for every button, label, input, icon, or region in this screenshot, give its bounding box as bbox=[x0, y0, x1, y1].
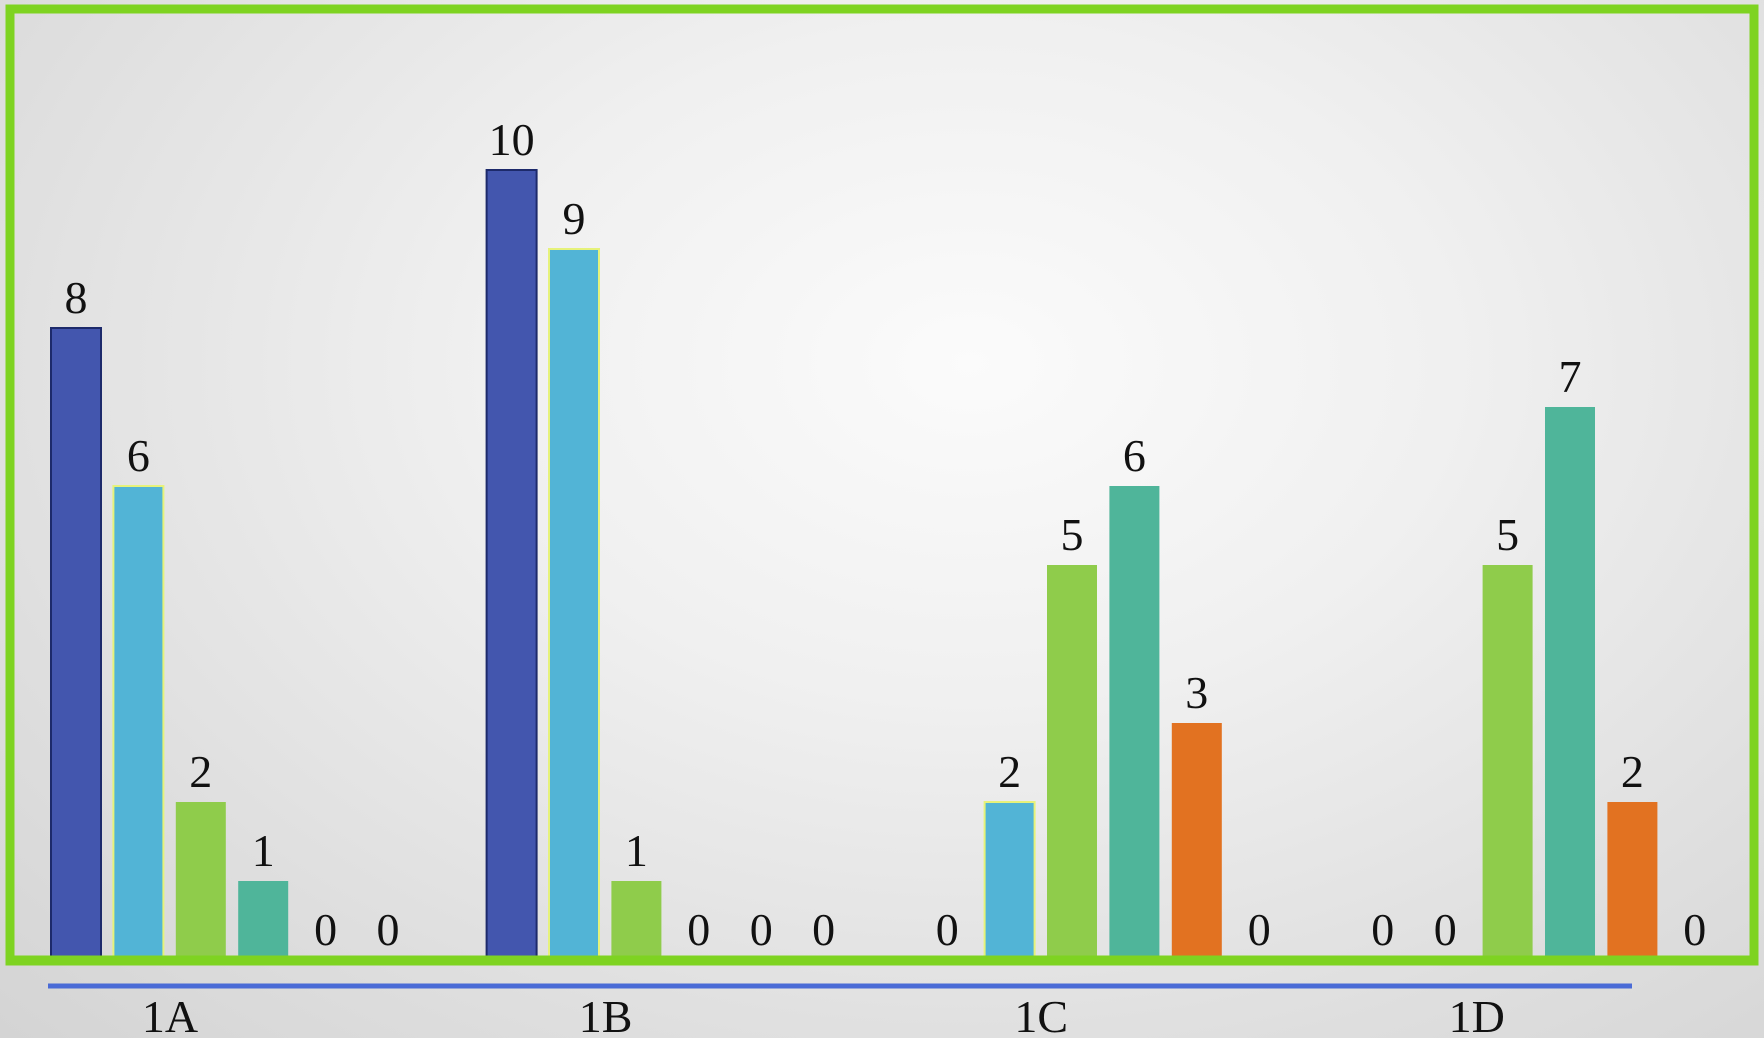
data-label-1A-series-5: 0 bbox=[314, 904, 337, 955]
data-label-1C-series-5: 3 bbox=[1185, 667, 1208, 718]
data-label-1D-series-2: 0 bbox=[1434, 904, 1457, 955]
bar-1B-series-2 bbox=[548, 248, 600, 961]
bar-1D-series-3 bbox=[1482, 565, 1533, 960]
data-label-1A-series-1: 8 bbox=[65, 272, 88, 323]
data-label-1C-series-3: 5 bbox=[1061, 509, 1084, 560]
data-label-1B-series-2: 9 bbox=[563, 193, 586, 244]
bar-1D-series-5 bbox=[1607, 802, 1658, 960]
bar-1D-series-4 bbox=[1545, 407, 1595, 960]
data-label-1B-series-6: 0 bbox=[812, 904, 835, 955]
bar-1A-series-4 bbox=[238, 881, 289, 960]
category-label-1B: 1B bbox=[579, 991, 633, 1038]
bar-1A-series-1 bbox=[50, 327, 102, 961]
data-label-1A-series-4: 1 bbox=[252, 825, 275, 876]
bar-1C-series-4 bbox=[1109, 486, 1160, 960]
bar-1B-series-3 bbox=[611, 881, 662, 960]
category-label-1C: 1C bbox=[1014, 991, 1068, 1038]
data-label-1C-series-6: 0 bbox=[1248, 904, 1271, 955]
data-label-1D-series-6: 0 bbox=[1683, 904, 1706, 955]
data-label-1A-series-3: 2 bbox=[189, 746, 212, 797]
data-label-1A-series-6: 0 bbox=[377, 904, 400, 955]
data-label-1B-series-4: 0 bbox=[687, 904, 710, 955]
bar-1C-series-5 bbox=[1171, 723, 1222, 960]
data-label-1D-series-1: 0 bbox=[1371, 904, 1394, 955]
data-label-1B-series-3: 1 bbox=[625, 825, 648, 876]
data-label-1C-series-4: 6 bbox=[1123, 430, 1146, 481]
data-label-1A-series-2: 6 bbox=[127, 430, 150, 481]
bar-1B-series-1 bbox=[485, 169, 538, 961]
bar-1A-series-2 bbox=[112, 485, 165, 961]
bar-1C-series-2 bbox=[983, 801, 1036, 961]
bar-1C-series-3 bbox=[1047, 565, 1097, 960]
category-label-1D: 1D bbox=[1449, 991, 1505, 1038]
bars-layer bbox=[50, 169, 1658, 961]
category-label-1A: 1A bbox=[142, 991, 198, 1038]
data-label-1B-series-1: 10 bbox=[489, 114, 535, 165]
data-label-1D-series-4: 7 bbox=[1559, 351, 1582, 402]
data-label-1D-series-5: 2 bbox=[1621, 746, 1644, 797]
data-label-1C-series-1: 0 bbox=[936, 904, 959, 955]
data-label-1D-series-3: 5 bbox=[1496, 509, 1519, 560]
bar-1A-series-3 bbox=[175, 802, 226, 960]
data-label-1C-series-2: 2 bbox=[998, 746, 1021, 797]
data-label-1B-series-5: 0 bbox=[750, 904, 773, 955]
